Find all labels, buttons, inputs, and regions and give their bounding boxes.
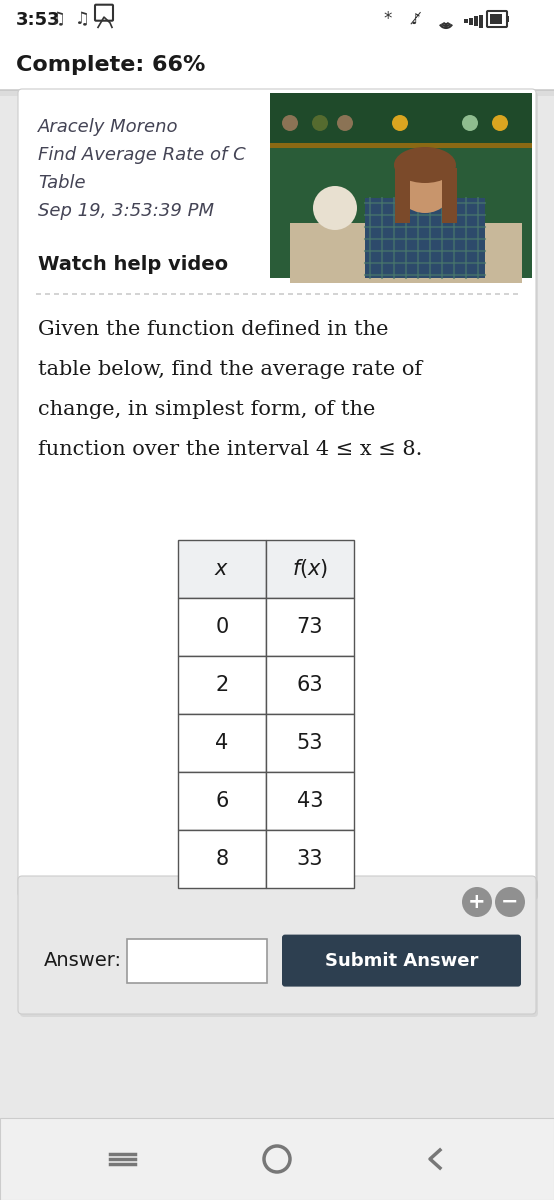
Bar xyxy=(479,14,483,28)
Circle shape xyxy=(312,115,328,131)
Bar xyxy=(266,540,354,598)
Bar xyxy=(0,0,554,38)
Ellipse shape xyxy=(394,146,456,182)
Circle shape xyxy=(395,152,455,214)
Bar xyxy=(0,38,554,90)
Bar xyxy=(270,92,532,148)
Text: 43: 43 xyxy=(297,791,323,811)
Bar xyxy=(266,598,354,656)
Text: Table: Table xyxy=(38,174,86,192)
Bar xyxy=(474,16,478,26)
Bar xyxy=(127,938,267,983)
Bar xyxy=(469,18,473,24)
Bar xyxy=(178,540,266,598)
Bar xyxy=(270,143,532,148)
Bar xyxy=(266,714,354,772)
Text: 73: 73 xyxy=(297,617,323,637)
Bar xyxy=(506,16,509,22)
Text: change, in simplest form, of the: change, in simplest form, of the xyxy=(38,400,376,419)
Bar xyxy=(178,714,266,772)
Text: 0: 0 xyxy=(216,617,229,637)
Text: 53: 53 xyxy=(297,733,323,754)
FancyBboxPatch shape xyxy=(18,876,536,1014)
Text: 6: 6 xyxy=(216,791,229,811)
FancyBboxPatch shape xyxy=(20,92,538,900)
Text: 3:53: 3:53 xyxy=(16,11,60,29)
Text: table below, find the average rate of: table below, find the average rate of xyxy=(38,360,422,379)
Bar xyxy=(442,168,457,223)
FancyBboxPatch shape xyxy=(18,89,536,898)
Bar xyxy=(270,92,532,278)
Bar xyxy=(178,656,266,714)
Text: ♪̸: ♪̸ xyxy=(411,12,421,26)
Bar xyxy=(464,19,468,23)
Circle shape xyxy=(462,887,492,917)
Bar xyxy=(395,168,410,223)
Text: 8: 8 xyxy=(216,850,229,869)
Text: Given the function defined in the: Given the function defined in the xyxy=(38,320,388,338)
Text: 63: 63 xyxy=(297,674,324,695)
Circle shape xyxy=(462,115,478,131)
Text: Submit Answer: Submit Answer xyxy=(325,952,478,970)
Circle shape xyxy=(495,887,525,917)
Text: $x$: $x$ xyxy=(214,559,229,578)
Text: *: * xyxy=(384,10,392,28)
FancyBboxPatch shape xyxy=(282,935,521,986)
Text: Watch help video: Watch help video xyxy=(38,254,228,274)
Bar xyxy=(266,656,354,714)
Text: ♫: ♫ xyxy=(75,11,89,29)
Circle shape xyxy=(313,186,357,230)
Text: Find Average Rate of C: Find Average Rate of C xyxy=(38,146,246,164)
Bar xyxy=(490,14,502,24)
Text: +: + xyxy=(468,892,486,912)
Bar xyxy=(178,772,266,830)
Circle shape xyxy=(337,115,353,131)
Bar xyxy=(178,598,266,656)
Text: function over the interval 4 ≤ x ≤ 8.: function over the interval 4 ≤ x ≤ 8. xyxy=(38,440,422,458)
Bar xyxy=(266,830,354,888)
Text: ♫: ♫ xyxy=(50,11,65,29)
Circle shape xyxy=(282,115,298,131)
Bar xyxy=(0,1118,554,1200)
Text: 33: 33 xyxy=(297,850,323,869)
Text: Sep 19, 3:53:39 PM: Sep 19, 3:53:39 PM xyxy=(38,202,214,220)
FancyBboxPatch shape xyxy=(20,878,538,1018)
Circle shape xyxy=(392,115,408,131)
Text: Answer:: Answer: xyxy=(44,952,122,970)
Bar xyxy=(266,772,354,830)
Bar xyxy=(178,830,266,888)
Text: Aracely Moreno: Aracely Moreno xyxy=(38,118,178,136)
Text: Complete: 66%: Complete: 66% xyxy=(16,55,206,76)
Bar xyxy=(365,198,485,278)
Circle shape xyxy=(492,115,508,131)
Text: 4: 4 xyxy=(216,733,229,754)
Text: −: − xyxy=(501,892,519,912)
Text: 2: 2 xyxy=(216,674,229,695)
Bar xyxy=(290,223,522,283)
Text: $f(x)$: $f(x)$ xyxy=(292,558,328,581)
Bar xyxy=(0,90,554,96)
